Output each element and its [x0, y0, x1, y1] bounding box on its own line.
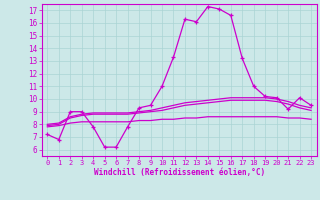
X-axis label: Windchill (Refroidissement éolien,°C): Windchill (Refroidissement éolien,°C) [94, 168, 265, 177]
